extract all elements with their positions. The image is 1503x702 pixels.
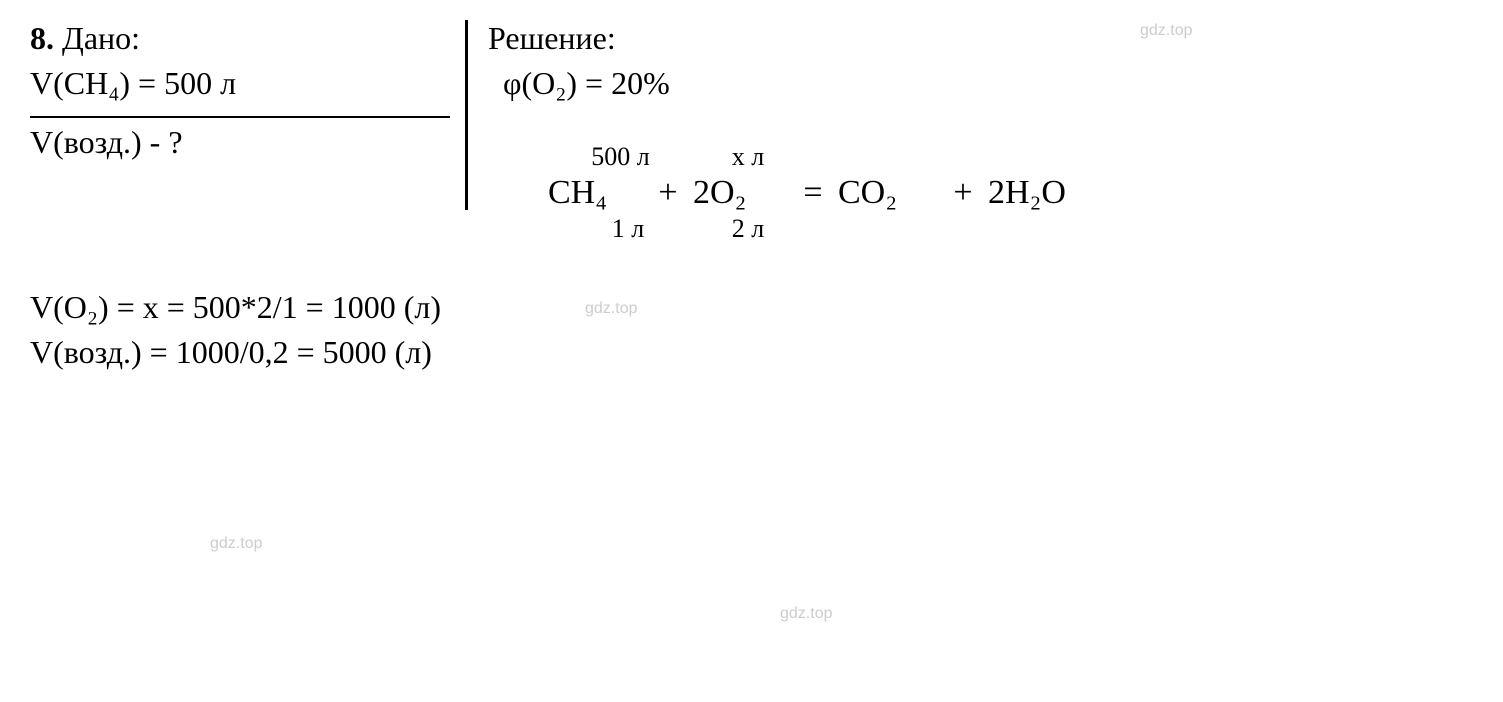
- below-o2-value: 2 л: [693, 214, 803, 244]
- watermark-4: gdz.top: [780, 605, 832, 623]
- result-oxygen: V(O₂) = х = 500*2/1 = 1000 (л): [30, 289, 1473, 326]
- eq-ch4: CH₄: [548, 174, 643, 212]
- eq-co2: CO₂: [838, 174, 938, 212]
- equation-below-row: 1 л 2 л: [548, 214, 1473, 244]
- eq-equals: =: [788, 174, 838, 212]
- given-data-line: V(CH₄) = 500 л: [30, 65, 460, 108]
- problem-number: 8.: [30, 20, 54, 56]
- given-label: Дано:: [62, 20, 140, 56]
- bottom-section: V(O₂) = х = 500*2/1 = 1000 (л) V(возд.) …: [30, 289, 1473, 371]
- equation-above-row: 500 л х л: [548, 142, 1473, 172]
- eq-plus-2: +: [938, 174, 988, 212]
- given-column: 8. Дано: V(CH₄) = 500 л V(возд.) - ?: [30, 20, 460, 161]
- result-air: V(возд.) = 1000/0,2 = 5000 (л): [30, 334, 1473, 371]
- fraction-divider: [30, 116, 450, 118]
- top-section: 8. Дано: V(CH₄) = 500 л V(возд.) - ? Реш…: [30, 20, 1473, 244]
- below-ch4-value: 1 л: [548, 214, 693, 244]
- equation-main-row: CH₄ + 2O₂ = CO₂ + 2H₂O: [548, 174, 1473, 212]
- solution-column: Решение: φ(O₂) = 20% 500 л х л CH₄ + 2O₂…: [488, 20, 1473, 244]
- vertical-divider: [465, 20, 468, 210]
- given-header: 8. Дано:: [30, 20, 460, 57]
- eq-plus-1: +: [643, 174, 693, 212]
- above-ch4-value: 500 л: [548, 142, 693, 172]
- solution-label: Решение:: [488, 20, 1473, 57]
- eq-o2: 2O₂: [693, 174, 788, 212]
- find-line: V(возд.) - ?: [30, 124, 460, 161]
- equation-block: 500 л х л CH₄ + 2O₂ = CO₂ + 2H₂O 1 л 2 л: [548, 142, 1473, 244]
- oxygen-fraction: φ(O₂) = 20%: [503, 65, 1473, 102]
- above-o2-value: х л: [693, 142, 803, 172]
- eq-h2o: 2H₂O: [988, 174, 1118, 212]
- watermark-3: gdz.top: [210, 535, 262, 553]
